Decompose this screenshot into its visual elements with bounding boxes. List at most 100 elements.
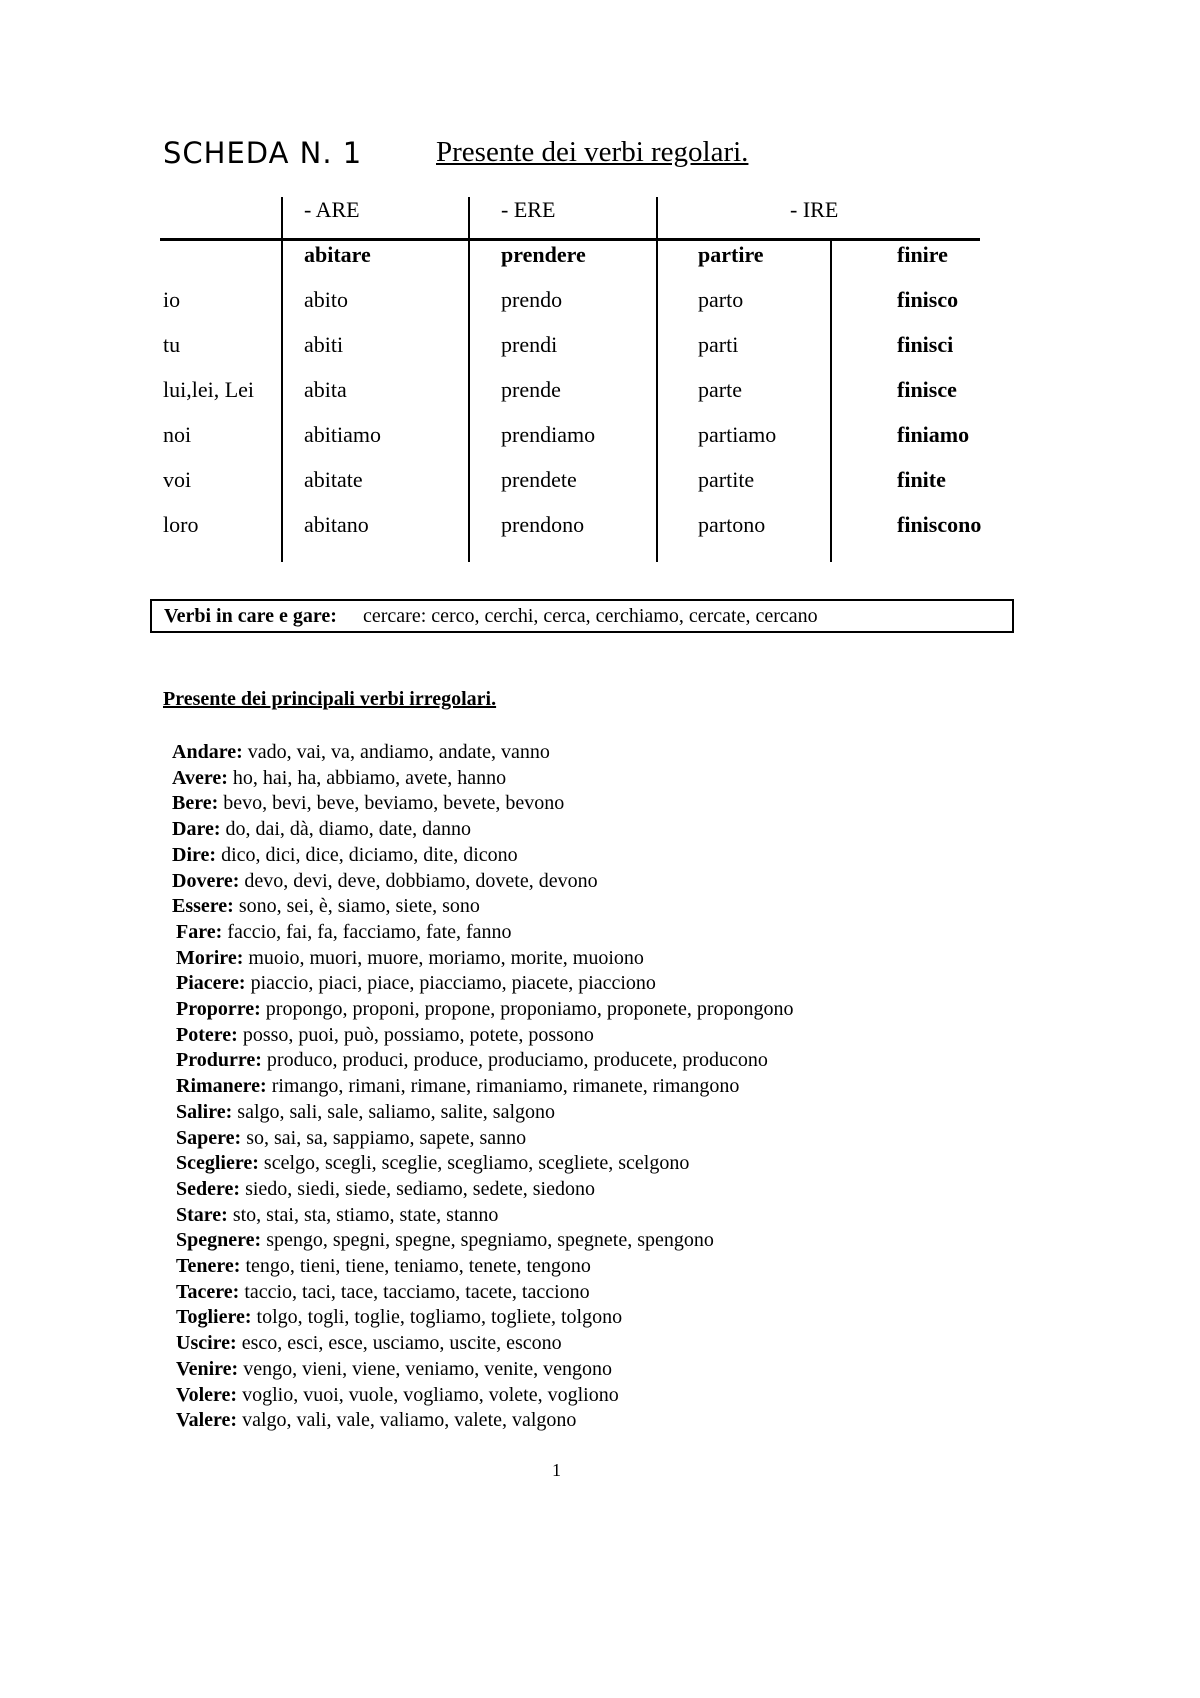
verb-forms: sto, stai, sta, stiamo, state, stanno bbox=[227, 1203, 499, 1226]
verb-forms: piaccio, piaci, piace, piacciamo, piacet… bbox=[245, 972, 656, 995]
form-cell: prendo bbox=[501, 287, 563, 312]
form-cell: partite bbox=[698, 467, 755, 492]
list-item: Piacere: piaccio, piaci, piace, piacciam… bbox=[176, 972, 656, 995]
section-heading: Presente dei principali verbi irregolari… bbox=[163, 688, 497, 710]
pronoun-cell: io bbox=[163, 287, 181, 312]
list-item: Venire: vengo, vieni, viene, veniamo, ve… bbox=[176, 1358, 612, 1381]
verb-forms: faccio, fai, fa, facciamo, fate, fanno bbox=[222, 920, 512, 943]
verb-header: partire bbox=[698, 242, 764, 267]
pronoun-cell: noi bbox=[163, 422, 192, 447]
verb-forms: voglio, vuoi, vuole, vogliamo, volete, v… bbox=[237, 1383, 619, 1406]
verb-name: Tenere: bbox=[176, 1255, 241, 1277]
group-are: - ARE bbox=[304, 197, 360, 222]
list-item: Essere: sono, sei, è, siamo, siete, sono bbox=[172, 895, 480, 918]
verb-name: Dire: bbox=[172, 843, 217, 866]
verb-forms: dico, dici, dice, diciamo, dite, dicono bbox=[216, 843, 518, 866]
verb-forms: devo, devi, deve, dobbiamo, dovete, devo… bbox=[239, 869, 598, 892]
form-cell: parto bbox=[698, 287, 744, 312]
verb-forms: taccio, taci, tace, tacciamo, tacete, ta… bbox=[239, 1280, 590, 1303]
verb-forms: siedo, siedi, siede, sediamo, sedete, si… bbox=[240, 1177, 595, 1200]
table-divider bbox=[656, 197, 658, 562]
form-cell: finiamo bbox=[897, 422, 970, 447]
list-item: Morire: muoio, muori, muore, moriamo, mo… bbox=[176, 947, 644, 970]
verb-name: Avere: bbox=[172, 766, 228, 789]
list-item: Fare: faccio, fai, fa, facciamo, fate, f… bbox=[176, 921, 512, 944]
verb-name: Potere: bbox=[176, 1023, 238, 1046]
verb-name: Piacere: bbox=[176, 972, 246, 995]
verb-name: Spegnere: bbox=[176, 1229, 262, 1252]
table-divider bbox=[830, 240, 832, 562]
form-cell: abitano bbox=[304, 512, 369, 537]
verb-forms: sono, sei, è, siamo, siete, sono bbox=[233, 895, 480, 918]
verb-forms: ho, hai, ha, abbiamo, avete, hanno bbox=[227, 766, 507, 789]
table-header-rule bbox=[160, 238, 980, 241]
list-item: Potere: posso, puoi, può, possiamo, pote… bbox=[176, 1024, 594, 1047]
form-cell: abitate bbox=[304, 467, 363, 492]
verb-forms: tengo, tieni, tiene, teniamo, tenete, te… bbox=[240, 1255, 591, 1277]
verb-forms: vado, vai, va, andiamo, andate, vanno bbox=[242, 741, 550, 763]
table-divider bbox=[281, 197, 283, 562]
list-item: Tenere: tengo, tieni, tiene, teniamo, te… bbox=[176, 1255, 591, 1278]
verb-name: Valere: bbox=[176, 1409, 238, 1432]
list-item: Spegnere: spengo, spegni, spegne, spegni… bbox=[176, 1229, 714, 1252]
list-item: Sedere: siedo, siedi, siede, sediamo, se… bbox=[176, 1178, 595, 1201]
form-cell: finisce bbox=[897, 377, 957, 402]
form-cell: parte bbox=[698, 377, 742, 402]
page-number: 1 bbox=[552, 1460, 561, 1480]
verb-forms: scelgo, scegli, sceglie, scegliamo, sceg… bbox=[258, 1152, 690, 1175]
pronoun-cell: tu bbox=[163, 332, 181, 357]
list-item: Volere: voglio, vuoi, vuole, vogliamo, v… bbox=[176, 1384, 619, 1407]
list-item: Valere: valgo, vali, vale, valiamo, vale… bbox=[176, 1409, 576, 1432]
pronoun-cell: loro bbox=[163, 512, 199, 537]
list-item: Salire: salgo, sali, sale, saliamo, sali… bbox=[176, 1101, 555, 1124]
verb-name: Sapere: bbox=[176, 1126, 242, 1149]
verb-header: prendere bbox=[501, 242, 586, 267]
form-cell: prendete bbox=[501, 467, 577, 492]
sheet-number: SCHEDA N. 1 bbox=[163, 136, 363, 170]
verb-name: Essere: bbox=[172, 895, 234, 918]
verb-name: Proporre: bbox=[176, 998, 261, 1020]
verb-name: Scegliere: bbox=[176, 1152, 259, 1175]
verb-name: Salire: bbox=[176, 1100, 233, 1123]
list-item: Togliere: tolgo, togli, toglie, togliamo… bbox=[176, 1306, 622, 1329]
page-title: Presente dei verbi regolari. bbox=[436, 136, 749, 168]
pronoun-cell: voi bbox=[163, 467, 192, 492]
verb-header: abitare bbox=[304, 242, 371, 267]
verb-forms: rimango, rimani, rimane, rimaniamo, rima… bbox=[266, 1075, 740, 1098]
list-item: Bere: bevo, bevi, beve, beviamo, bevete,… bbox=[172, 792, 564, 815]
table-divider bbox=[468, 197, 470, 562]
list-item: Stare: sto, stai, sta, stiamo, state, st… bbox=[176, 1204, 498, 1227]
list-item: Proporre: propongo, proponi, propone, pr… bbox=[176, 998, 794, 1021]
verb-forms: muoio, muori, muore, moriamo, morite, mu… bbox=[243, 946, 644, 969]
verb-name: Uscire: bbox=[176, 1332, 237, 1355]
note-label: Verbi in care e gare: bbox=[164, 605, 337, 627]
verb-forms: valgo, vali, vale, valiamo, valete, valg… bbox=[237, 1409, 577, 1432]
list-item: Uscire: esco, esci, esce, usciamo, uscit… bbox=[176, 1332, 562, 1355]
form-cell: prendono bbox=[501, 512, 585, 537]
form-cell: finisco bbox=[897, 287, 959, 312]
form-cell: parti bbox=[698, 332, 739, 357]
form-cell: partono bbox=[698, 512, 766, 537]
form-cell: prendiamo bbox=[501, 422, 596, 447]
form-cell: prende bbox=[501, 377, 561, 402]
pronoun-cell: lui,lei, Lei bbox=[163, 377, 255, 402]
list-item: Dare: do, dai, dà, diamo, date, danno bbox=[172, 818, 471, 841]
form-cell: abito bbox=[304, 287, 348, 312]
form-cell: finiscono bbox=[897, 512, 982, 537]
verb-forms: vengo, vieni, viene, veniamo, venite, ve… bbox=[238, 1357, 613, 1380]
list-item: Sapere: so, sai, sa, sappiamo, sapete, s… bbox=[176, 1127, 526, 1150]
form-cell: finite bbox=[897, 467, 946, 492]
group-ere: - ERE bbox=[501, 197, 556, 222]
list-item: Andare: vado, vai, va, andiamo, andate, … bbox=[172, 741, 550, 764]
verb-name: Dovere: bbox=[172, 869, 240, 892]
verb-header: finire bbox=[897, 242, 948, 267]
form-cell: abiti bbox=[304, 332, 344, 357]
form-cell: prendi bbox=[501, 332, 558, 357]
verb-forms: esco, esci, esce, usciamo, uscite, escon… bbox=[236, 1332, 562, 1355]
verb-name: Fare: bbox=[176, 920, 223, 943]
list-item: Tacere: taccio, taci, tace, tacciamo, ta… bbox=[176, 1281, 590, 1304]
verb-forms: spengo, spegni, spegne, spegniamo, spegn… bbox=[261, 1229, 714, 1252]
verb-forms: salgo, sali, sale, saliamo, salite, salg… bbox=[232, 1100, 556, 1123]
verb-name: Morire: bbox=[176, 946, 244, 969]
verb-name: Sedere: bbox=[176, 1177, 241, 1200]
